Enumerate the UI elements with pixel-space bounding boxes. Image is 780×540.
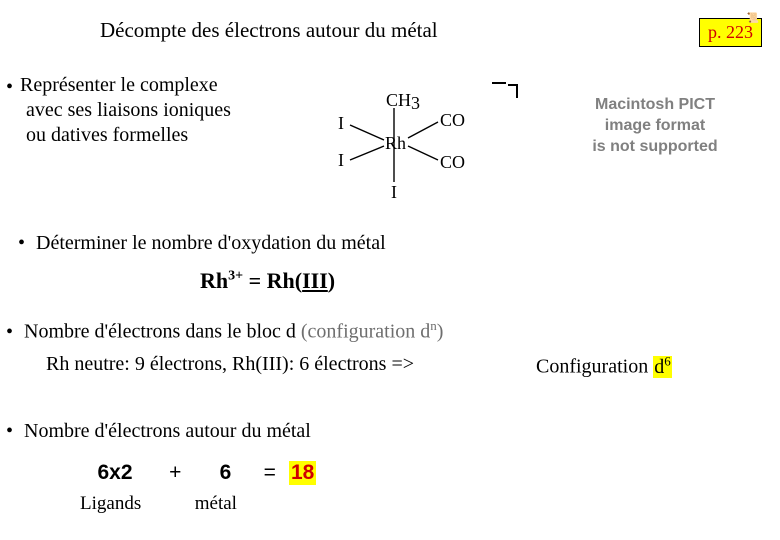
bullet4-text: Nombre d'électrons autour du métal [24, 420, 311, 442]
bullet1-line2: avec ses liaisons ioniques [26, 98, 326, 123]
missing-img-line1: Macintosh PICT [570, 95, 740, 116]
missing-image-placeholder: Macintosh PICT image format is not suppo… [570, 95, 740, 157]
rh-sup: 3+ [228, 269, 243, 284]
ligand-i-lower: I [338, 150, 344, 171]
rh-mid: = Rh( [243, 268, 302, 293]
bullet-dot-icon: • [6, 420, 13, 442]
bullet-dot-icon: • [6, 321, 13, 343]
ligand-co-1: CO [440, 110, 465, 131]
missing-img-line3: is not supported [570, 137, 740, 158]
label-ligands: Ligands [80, 493, 190, 515]
label-metal: métal [195, 493, 265, 515]
bullet3-grey-close: ) [437, 321, 444, 343]
ligand-ch: CH3 [386, 90, 420, 111]
ligand-co-2: CO [440, 152, 465, 173]
config-exp: 6 [664, 353, 671, 368]
config-d: d [654, 356, 664, 378]
page-ref-badge: 📜 p. 223 [699, 18, 762, 47]
bullet-dot-icon: • [6, 75, 13, 100]
bullet-oxidation-number: • Déterminer le nombre d'oxydation du mé… [18, 232, 386, 255]
electron-count-equation: 6x2 + 6 = 18 [80, 460, 316, 485]
slide-title: Décompte des électrons autour du métal [100, 18, 438, 43]
page-ref-text: p. 223 [708, 22, 753, 42]
rh-lhs: Rh [200, 268, 228, 293]
bullet-represent-complex: • Représenter le complexe avec ses liais… [6, 73, 326, 148]
rh-complex-diagram: Rh CH3 CO CO I I I [320, 80, 520, 210]
configuration-result: Configuration d6 [536, 353, 672, 379]
eq-plus: + [155, 461, 195, 485]
eq-term-ligands: 6x2 [80, 461, 150, 485]
bullet2-text: Déterminer le nombre d'oxydation du méta… [36, 232, 386, 254]
ch-text: CH [386, 90, 411, 110]
bullet-dot-icon: • [18, 232, 25, 254]
eq-term-metal: 6 [201, 461, 251, 485]
bullet-electrons-around-metal: • Nombre d'électrons autour du métal [6, 420, 311, 443]
rh-oxidation-equation: Rh3+ = Rh(III) [200, 268, 335, 294]
bullet-d-block-electrons: • Nombre d'électrons dans le bloc d (con… [6, 318, 443, 344]
rh-neutral-line: Rh neutre: 9 électrons, Rh(III): 6 élect… [46, 353, 414, 376]
config-word: Configuration [536, 356, 653, 378]
equation-labels: Ligands métal [80, 493, 265, 515]
scroll-icon: 📜 [747, 13, 759, 24]
eq-result-18: 18 [289, 461, 316, 485]
missing-img-line2: image format [570, 116, 740, 137]
config-d6: d6 [653, 356, 672, 378]
rh-close: ) [328, 268, 335, 293]
bullet1-line3: ou datives formelles [26, 123, 326, 148]
center-atom: Rh [385, 133, 406, 154]
ligand-i-upper: I [338, 113, 344, 134]
ligand-i-bottom: I [391, 182, 397, 203]
rh-roman: III [302, 268, 328, 293]
bullet3-grey-open: (configuration d [296, 321, 430, 343]
ch-sub: 3 [411, 93, 420, 113]
bullet3-text: Nombre d'électrons dans le bloc d [24, 321, 296, 343]
bullet1-line1: Représenter le complexe [20, 73, 218, 98]
eq-equals: = [256, 461, 284, 485]
